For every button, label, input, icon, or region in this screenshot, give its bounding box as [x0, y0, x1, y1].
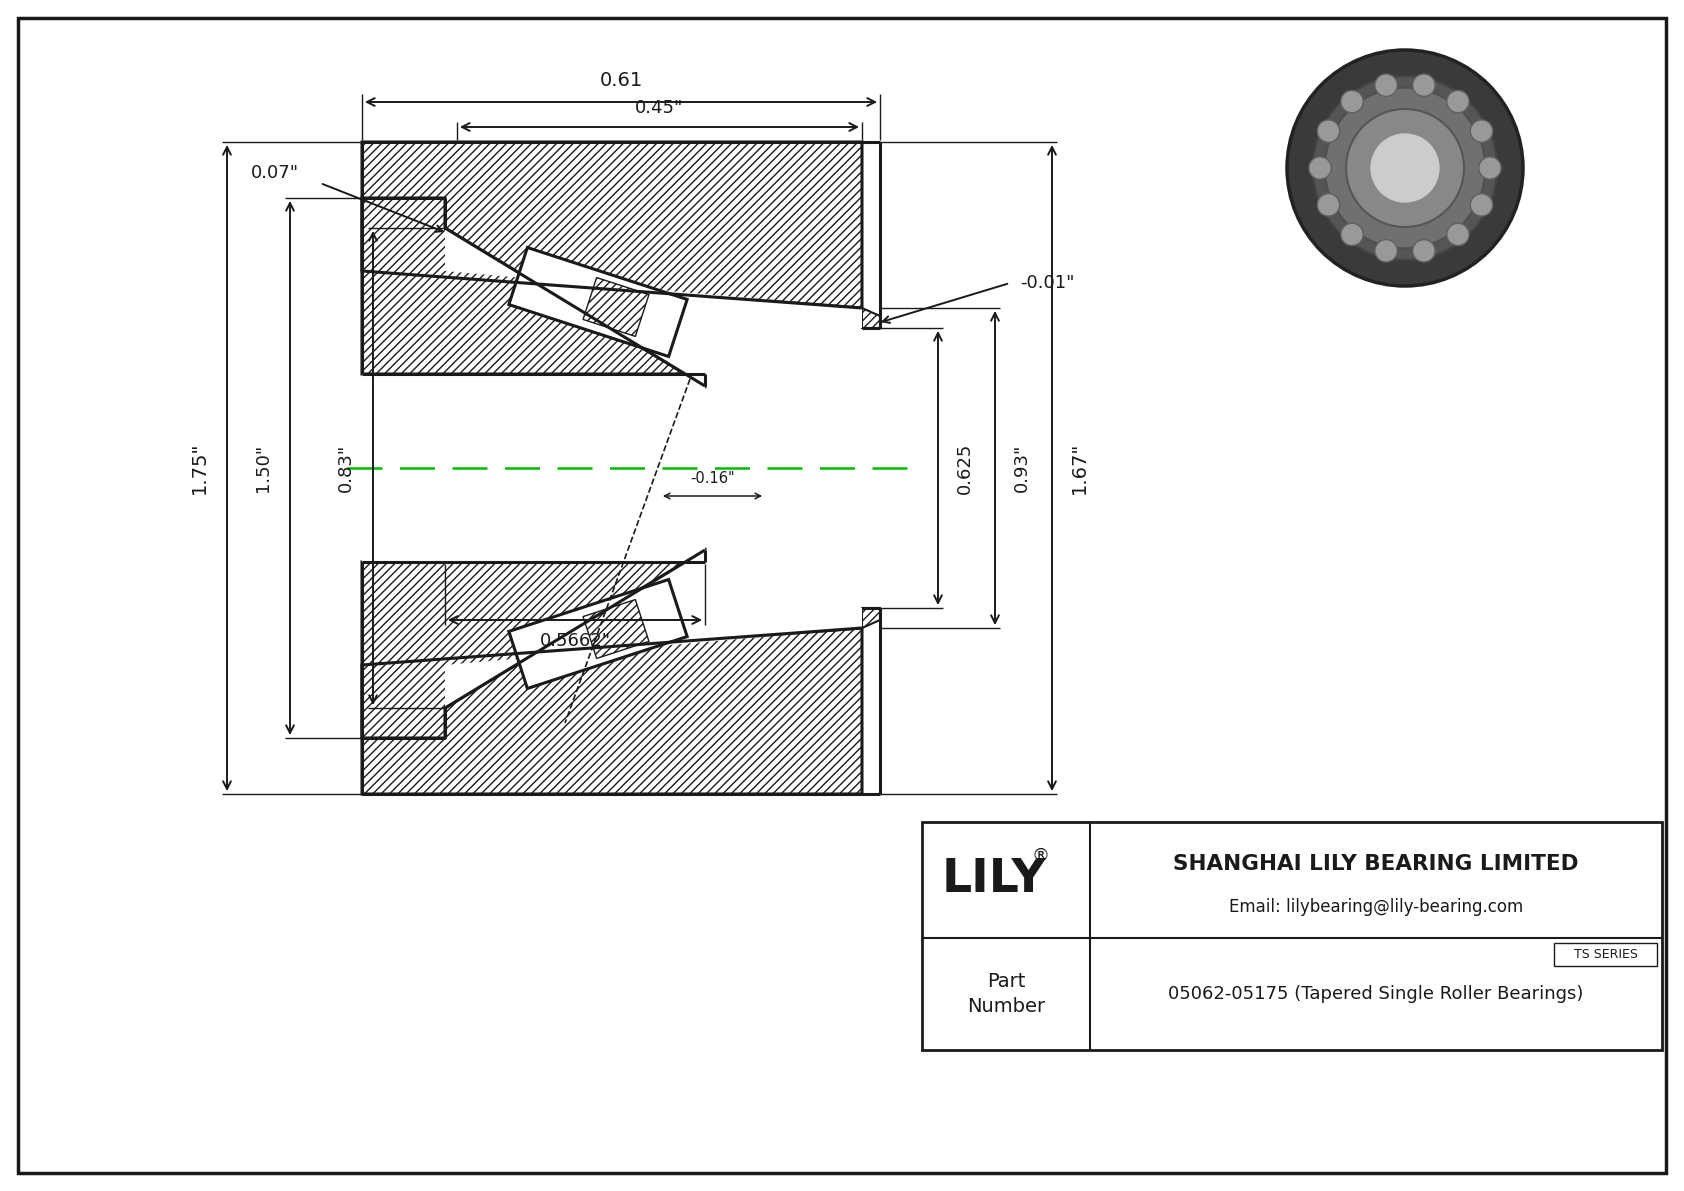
Text: LILY: LILY	[941, 858, 1046, 903]
Polygon shape	[445, 227, 862, 386]
Text: Email: lilybearing@lily-bearing.com: Email: lilybearing@lily-bearing.com	[1229, 898, 1522, 916]
Text: SHANGHAI LILY BEARING LIMITED: SHANGHAI LILY BEARING LIMITED	[1174, 854, 1580, 874]
Circle shape	[1346, 110, 1463, 227]
Text: TS SERIES: TS SERIES	[1575, 948, 1639, 961]
Polygon shape	[362, 374, 706, 562]
Polygon shape	[509, 248, 687, 356]
Circle shape	[1479, 157, 1500, 179]
Circle shape	[1374, 74, 1398, 96]
Polygon shape	[583, 278, 648, 336]
Bar	[1554, 943, 1657, 966]
Circle shape	[1314, 76, 1497, 260]
Circle shape	[1308, 157, 1332, 179]
Circle shape	[1287, 50, 1522, 286]
Text: Part
Number: Part Number	[967, 972, 1046, 1016]
Text: ®: ®	[1031, 847, 1049, 865]
Text: 0.83": 0.83"	[337, 444, 355, 492]
Circle shape	[1447, 91, 1468, 113]
Polygon shape	[445, 550, 862, 707]
Polygon shape	[509, 580, 687, 688]
Polygon shape	[362, 198, 706, 386]
Circle shape	[1325, 88, 1485, 248]
Text: 0.61: 0.61	[600, 71, 643, 91]
Text: 1.50": 1.50"	[254, 444, 273, 492]
Circle shape	[1470, 120, 1492, 143]
Text: 0.5662": 0.5662"	[539, 632, 611, 650]
Circle shape	[1340, 223, 1364, 245]
Polygon shape	[583, 599, 648, 659]
Polygon shape	[362, 142, 862, 308]
Circle shape	[1317, 120, 1340, 143]
Bar	[923, 822, 1662, 1050]
Circle shape	[1317, 194, 1340, 216]
Text: -0.16": -0.16"	[690, 470, 734, 486]
Polygon shape	[362, 550, 706, 738]
Text: -0.01": -0.01"	[1021, 274, 1074, 292]
Circle shape	[1447, 223, 1468, 245]
Polygon shape	[862, 607, 881, 628]
Circle shape	[1374, 239, 1398, 262]
Text: 0.45": 0.45"	[635, 99, 684, 117]
Polygon shape	[362, 628, 862, 794]
Text: 1.67": 1.67"	[1069, 442, 1090, 494]
Text: 05062-05175 (Tapered Single Roller Bearings): 05062-05175 (Tapered Single Roller Beari…	[1169, 985, 1583, 1003]
Text: 0.07": 0.07"	[251, 164, 300, 182]
Text: 0.625: 0.625	[957, 442, 973, 494]
Polygon shape	[862, 308, 881, 328]
Circle shape	[1369, 132, 1440, 204]
Circle shape	[1470, 194, 1492, 216]
Circle shape	[1413, 74, 1435, 96]
Circle shape	[1340, 91, 1364, 113]
Text: 1.75": 1.75"	[190, 442, 209, 494]
Circle shape	[1413, 239, 1435, 262]
Text: 0.93": 0.93"	[1014, 444, 1031, 492]
